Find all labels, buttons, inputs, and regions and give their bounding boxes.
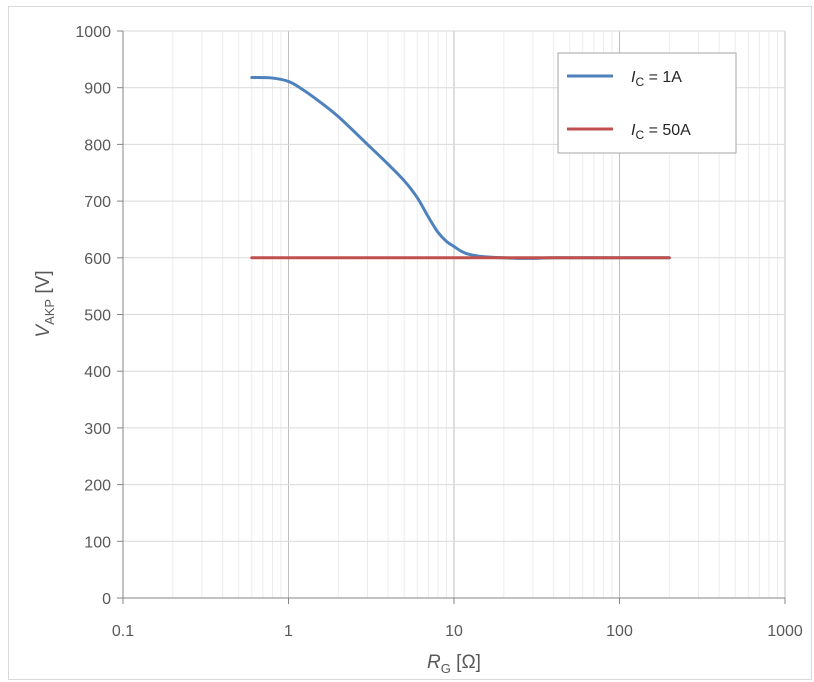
y-tick-label: 600 [84, 251, 111, 268]
series-layer [250, 75, 671, 260]
y-tick-label: 100 [84, 534, 111, 551]
legend-label-ic-1a: IC = 1A [631, 69, 682, 89]
y-tick-label: 0 [102, 591, 111, 608]
y-tick-labels: 0 100 200 300 400 500 600 700 800 900 1000 [75, 24, 111, 608]
chart-frame: 0 100 200 300 400 500 600 700 800 900 1000 0.1 1 10 1… [8, 6, 812, 680]
y-tick-label: 400 [84, 364, 111, 381]
x-tick-label: 0.1 [112, 623, 134, 640]
y-tick-label: 500 [84, 308, 111, 325]
y-tick-label: 1000 [75, 24, 111, 41]
legend: IC = 1A IC = 50A [557, 52, 737, 154]
y-axis-label: VAKP [V] [33, 270, 57, 337]
x-axis-label: RG [Ω] [427, 652, 481, 676]
y-tick-label: 700 [84, 194, 111, 211]
axes [117, 30, 786, 604]
x-tick-label: 100 [606, 623, 633, 640]
y-tick-label: 300 [84, 421, 111, 438]
legend-label-ic-50a: IC = 50A [631, 122, 691, 142]
chart-plot: 0 100 200 300 400 500 600 700 800 900 1000 0.1 1 10 1… [33, 24, 803, 676]
x-tick-labels: 0.1 1 10 100 1000 [112, 623, 803, 640]
y-tick-label: 900 [84, 81, 111, 98]
y-tick-label: 200 [84, 478, 111, 495]
y-tick-label: 800 [84, 137, 111, 154]
x-tick-label: 10 [445, 623, 463, 640]
x-tick-label: 1 [284, 623, 293, 640]
x-tick-label: 1000 [767, 623, 803, 640]
legend-box [557, 52, 737, 154]
